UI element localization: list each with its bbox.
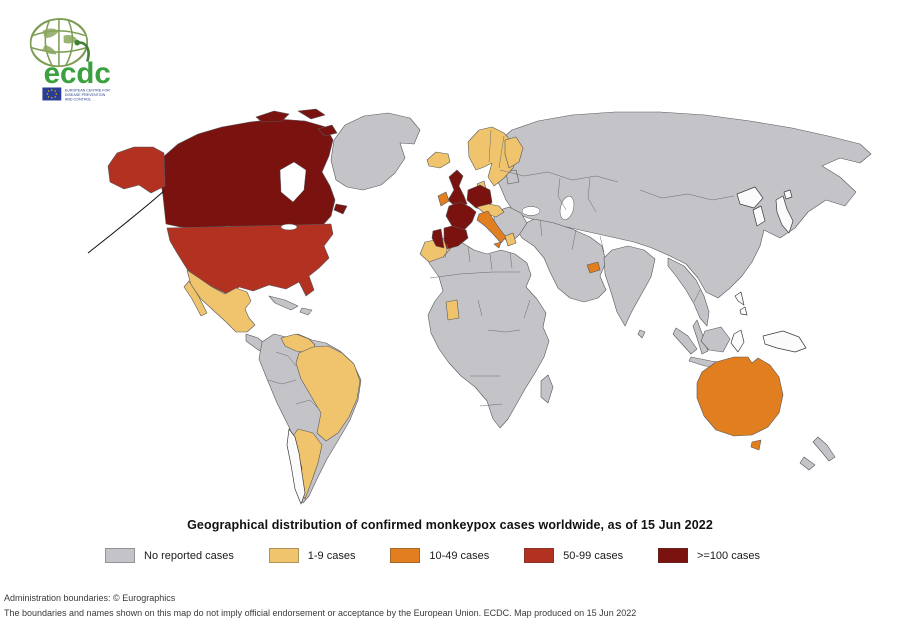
map-region-france <box>445 201 477 231</box>
map-land-cuba <box>268 295 299 311</box>
map-land-hokkaido <box>783 189 793 200</box>
map-land-ne-china <box>736 186 764 209</box>
legend-item-no-cases: No reported cases <box>105 548 234 563</box>
map-land-borneo <box>700 326 731 353</box>
map-region-italy <box>476 210 507 244</box>
logo-tagline-2: DISEASE PREVENTION <box>65 93 106 97</box>
great-lakes <box>280 223 298 231</box>
caspian-sea <box>559 196 575 220</box>
map-land-hispaniola <box>299 307 313 316</box>
ecdc-logo: ecdc EUROPEAN CENTRE FOR DISEASE PREVENT… <box>18 12 114 104</box>
bering-boundary-line <box>87 190 165 254</box>
map-land-middle-east <box>515 218 607 303</box>
map-land-sri-lanka <box>637 329 646 339</box>
map-land-philippines-2 <box>739 306 748 316</box>
map-land-sumatra <box>672 327 698 355</box>
map-region-australia <box>696 356 784 437</box>
map-region-greece <box>504 232 517 247</box>
map-land-sulawesi <box>730 329 745 353</box>
legend-label-1-9: 1-9 cases <box>307 549 356 562</box>
ecdc-logo-graphic: ecdc EUROPEAN CENTRE FOR DISEASE PREVENT… <box>29 18 111 102</box>
ecdc-wordmark: ecdc <box>44 57 111 90</box>
map-region-portugal <box>431 228 445 249</box>
legend-label-50-99: 50-99 cases <box>563 549 624 562</box>
map-region-canada-arctic-1 <box>255 110 290 123</box>
legend-item-1-9: 1-9 cases <box>268 548 356 563</box>
map-region-spain <box>443 225 469 250</box>
map-region-iceland <box>426 151 451 169</box>
logo-tagline-1: EUROPEAN CENTRE FOR <box>65 89 110 93</box>
map-region-italy-sicily <box>493 241 502 249</box>
legend-label-100-plus: >=100 cases <box>696 549 760 562</box>
map-region-brazil <box>295 345 361 442</box>
map-land-philippines-1 <box>734 291 745 306</box>
map-land-new-zealand-south <box>799 456 816 471</box>
map-region-tasmania <box>750 439 762 451</box>
footer-boundaries-credit: Administration boundaries: © Eurographic… <box>4 593 176 603</box>
map-land-eurasia <box>491 111 872 299</box>
map-land-japan <box>775 195 794 234</box>
map-region-canada-arctic-3 <box>317 124 338 137</box>
country-borders <box>267 129 735 409</box>
legend: No reported cases 1-9 cases 10-49 cases … <box>105 548 760 563</box>
legend-label-10-49: 10-49 cases <box>429 549 490 562</box>
map-region-ghana <box>445 299 460 321</box>
logo-tagline-3: AND CONTROL <box>65 98 92 102</box>
map-region-mexico <box>186 269 256 333</box>
legend-swatch-50-99 <box>524 548 555 563</box>
footer: Administration boundaries: © Eurographic… <box>4 591 636 621</box>
map-land-new-guinea <box>762 330 807 353</box>
map-land-baltics <box>505 169 520 185</box>
map-land-korea <box>752 205 766 227</box>
map-land-africa <box>427 237 550 429</box>
map-region-mexico-baja <box>183 280 208 317</box>
black-sea <box>521 206 541 216</box>
map-land-madagascar <box>540 374 554 404</box>
legend-label-no-cases: No reported cases <box>144 549 234 562</box>
map-region-canada <box>159 118 336 230</box>
map-land-greenland <box>330 112 421 191</box>
map-region-alaska <box>107 146 166 194</box>
legend-item-50-99: 50-99 cases <box>524 548 623 563</box>
map-land-chile <box>286 428 306 505</box>
legend-item-10-49: 10-49 cases <box>390 548 489 563</box>
legend-item-100-plus: >=100 cases <box>657 548 760 563</box>
footer-disclaimer: The boundaries and names shown on this m… <box>4 608 637 618</box>
map-land-new-zealand-north <box>812 436 836 462</box>
map-land-indochina <box>667 257 710 327</box>
map-region-united-kingdom <box>447 169 468 208</box>
map-region-finland <box>504 136 524 169</box>
legend-swatch-1-9 <box>268 548 299 563</box>
map-region-canada-newfoundland <box>333 203 348 215</box>
map-region-uae <box>586 261 601 274</box>
sprout-icon <box>74 39 90 62</box>
map-region-ireland <box>437 191 450 207</box>
hudson-bay <box>279 161 307 203</box>
map-region-canada-arctic-2 <box>297 108 326 120</box>
map-land-india <box>603 245 656 327</box>
eu-flag-icon <box>42 87 62 101</box>
legend-swatch-10-49 <box>390 548 421 563</box>
map-title: Geographical distribution of confirmed m… <box>187 518 713 532</box>
legend-swatch-100-plus <box>657 548 688 563</box>
legend-swatch-no-cases <box>105 548 135 563</box>
globe-land <box>42 28 78 55</box>
